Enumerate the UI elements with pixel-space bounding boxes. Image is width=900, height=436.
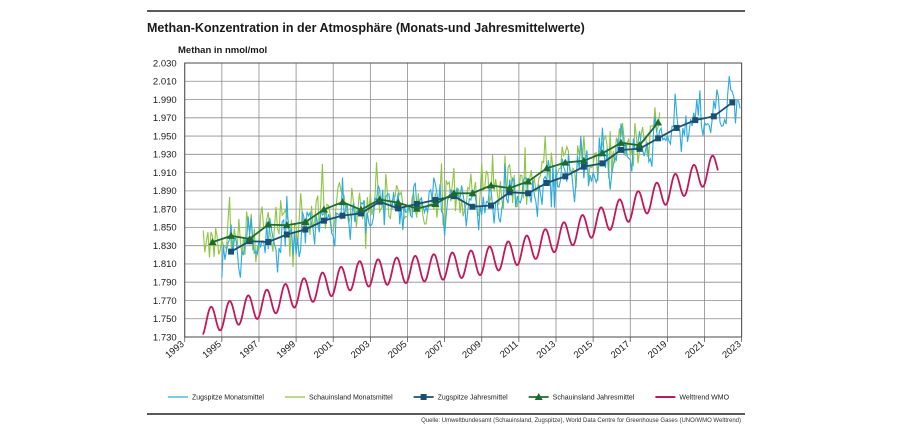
svg-text:1.990: 1.990 [153,95,177,106]
svg-text:2005: 2005 [386,339,409,361]
svg-text:1997: 1997 [238,339,261,361]
svg-text:2009: 2009 [460,339,483,361]
svg-text:1.910: 1.910 [153,168,177,179]
svg-text:Schauinsland Jahresmittel: Schauinsland Jahresmittel [553,395,635,402]
svg-text:2023: 2023 [720,339,743,361]
svg-text:2.030: 2.030 [153,58,177,69]
svg-text:1.850: 1.850 [153,223,177,234]
svg-text:2015: 2015 [572,339,595,361]
svg-text:2017: 2017 [609,339,632,361]
svg-text:2021: 2021 [683,339,706,361]
svg-text:Zugspitze Monatsmittel: Zugspitze Monatsmittel [192,395,264,402]
svg-text:1.930: 1.930 [153,150,177,161]
svg-text:1.830: 1.830 [153,241,177,252]
svg-text:2007: 2007 [423,339,446,361]
svg-text:1.770: 1.770 [153,296,177,307]
svg-text:2.010: 2.010 [153,77,177,88]
svg-text:1.750: 1.750 [153,314,177,325]
svg-text:1995: 1995 [200,339,223,361]
svg-text:1.950: 1.950 [153,131,177,142]
svg-text:2003: 2003 [349,339,372,361]
svg-text:2013: 2013 [535,339,558,361]
svg-text:Zugspitze Jahresmittel: Zugspitze Jahresmittel [438,395,508,402]
svg-text:1.790: 1.790 [153,278,177,289]
svg-text:2001: 2001 [312,339,335,361]
svg-text:Welttrend WMO: Welttrend WMO [679,395,729,402]
svg-text:2011: 2011 [498,339,521,361]
svg-text:1.890: 1.890 [153,186,177,197]
svg-text:1.870: 1.870 [153,204,177,215]
svg-text:Schauinsland Monatsmittel: Schauinsland Monatsmittel [309,395,393,402]
svg-text:1.970: 1.970 [153,113,177,124]
svg-text:1999: 1999 [275,339,298,361]
svg-text:1.810: 1.810 [153,259,177,270]
svg-text:2019: 2019 [646,339,669,361]
svg-text:1.730: 1.730 [153,332,177,343]
